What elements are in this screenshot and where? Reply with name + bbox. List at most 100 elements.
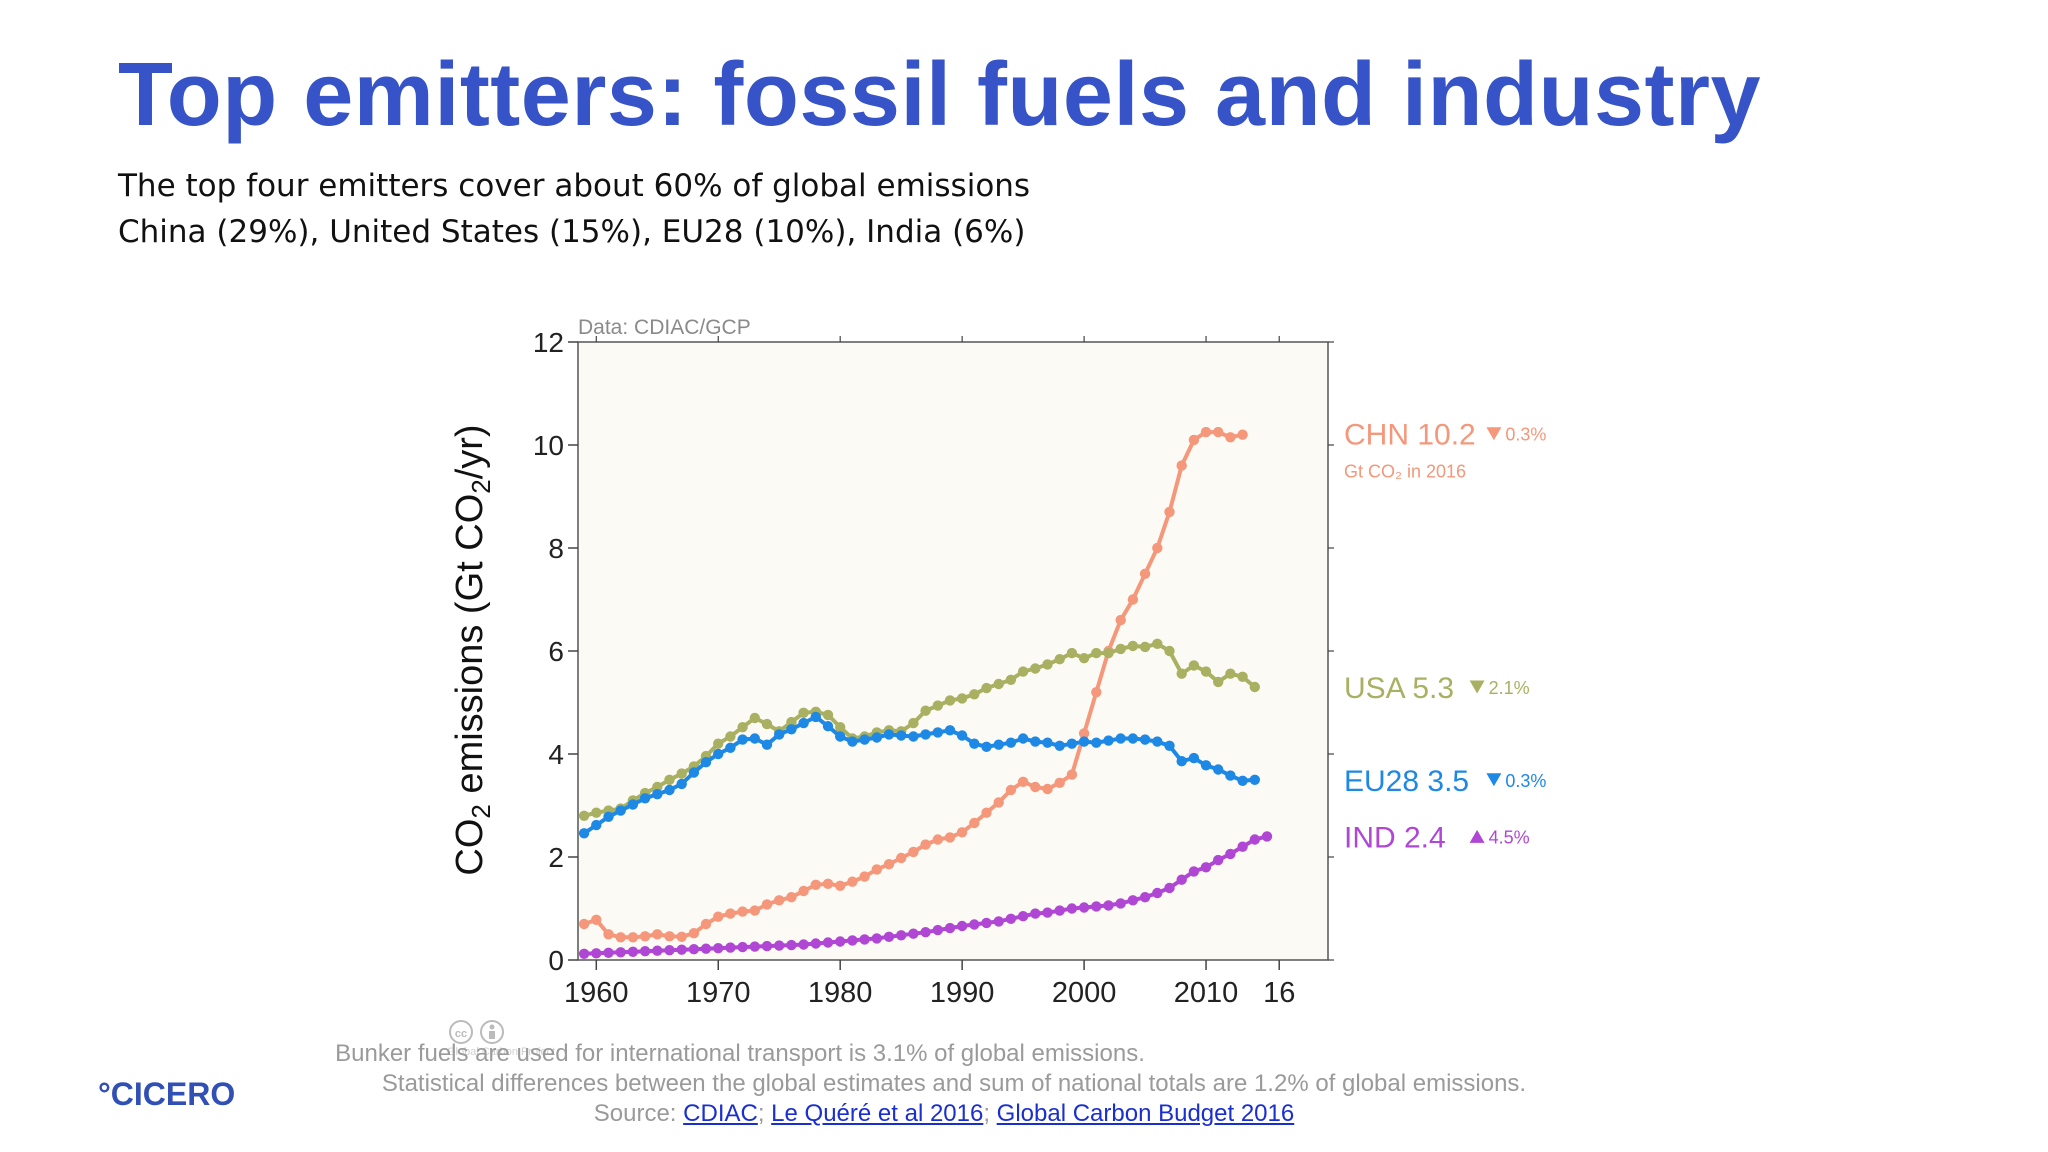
data-point-eu28 [1017, 733, 1029, 744]
data-point-chn [737, 906, 748, 917]
data-point-usa [1115, 643, 1126, 655]
data-point-ind [676, 944, 687, 955]
data-point-ind [639, 946, 651, 957]
data-point-chn [725, 908, 736, 919]
data-point-ind [1152, 887, 1163, 899]
data-point-eu28 [969, 738, 980, 749]
data-point-usa [908, 717, 919, 729]
data-point-chn [822, 878, 834, 889]
data-point-eu28 [1176, 756, 1187, 767]
data-point-usa [1091, 647, 1102, 659]
data-point-eu28 [981, 741, 992, 752]
data-point-ind [786, 939, 797, 951]
data-point-usa [1017, 666, 1029, 677]
y-tick-label: 8 [548, 533, 564, 564]
data-point-ind [652, 945, 663, 956]
footnote-bunker-fuels: Bunker fuels are used for international … [335, 1040, 1145, 1067]
data-point-eu28 [578, 828, 590, 839]
data-point-usa [1127, 640, 1139, 652]
data-point-ind [920, 927, 931, 938]
data-point-usa [725, 731, 736, 742]
data-point-eu28 [1237, 775, 1248, 786]
data-point-ind [1054, 905, 1065, 916]
y-tick-label: 4 [548, 739, 564, 770]
source-line: Source: CDIAC; Le Quéré et al 2016; Glob… [0, 1100, 1968, 1128]
data-point-chn [1054, 777, 1065, 788]
data-point-usa [786, 716, 797, 728]
data-point-ind [615, 947, 626, 958]
data-point-ind [774, 940, 785, 951]
data-point-ind [725, 942, 736, 953]
data-point-eu28 [810, 711, 821, 723]
data-point-ind [1261, 831, 1273, 842]
data-point-usa [1078, 653, 1090, 664]
data-point-ind [956, 920, 968, 932]
series-unit-note: Gt CO₂ in 2016 [1344, 462, 1466, 482]
data-point-usa [1066, 647, 1078, 659]
data-point-eu28 [871, 732, 882, 743]
data-point-chn [956, 827, 968, 838]
data-point-usa [591, 807, 602, 818]
data-point-eu28 [956, 730, 968, 741]
data-point-chn [627, 932, 639, 943]
data-point-ind [1188, 866, 1200, 877]
change-arrow-down-icon [1469, 680, 1485, 694]
data-point-eu28 [786, 724, 797, 735]
data-point-chn [871, 864, 882, 875]
data-point-chn [664, 931, 675, 942]
data-point-chn [639, 931, 651, 942]
series-change-eu28: 0.3% [1505, 771, 1546, 791]
data-point-chn [688, 928, 700, 939]
data-point-chn [1237, 429, 1248, 440]
data-point-chn [981, 807, 992, 818]
data-point-ind [688, 944, 700, 955]
data-point-ind [1042, 907, 1053, 918]
data-point-chn [1017, 776, 1029, 787]
y-tick-label: 12 [533, 327, 564, 358]
data-point-usa [1213, 676, 1224, 688]
series-label-chn: CHN 10.2 [1344, 419, 1476, 452]
data-point-chn [1066, 769, 1078, 780]
source-link-gcb[interactable]: Global Carbon Budget 2016 [996, 1100, 1295, 1127]
data-point-usa [1139, 641, 1151, 653]
data-point-usa [664, 774, 675, 785]
cc-icon [449, 1020, 473, 1044]
data-point-usa [1005, 674, 1017, 685]
data-point-chn [1164, 506, 1175, 518]
data-point-chn [1152, 542, 1163, 554]
data-point-ind [664, 945, 675, 956]
data-point-ind [1078, 902, 1090, 913]
x-tick-label: 1980 [808, 977, 873, 1009]
data-point-chn [1200, 426, 1212, 438]
data-point-eu28 [798, 717, 809, 729]
series-change-chn: 0.3% [1505, 425, 1546, 445]
data-point-eu28 [627, 799, 639, 810]
x-tick-label: 1960 [564, 977, 629, 1009]
data-point-eu28 [932, 727, 943, 738]
data-point-ind [591, 948, 602, 959]
data-point-usa [822, 709, 834, 721]
data-point-ind [1127, 895, 1139, 906]
data-point-chn [761, 899, 773, 910]
data-point-ind [908, 928, 919, 939]
data-point-eu28 [1091, 737, 1102, 748]
y-axis-label-part: emissions (Gt CO [449, 494, 491, 804]
series-change-usa: 2.1% [1489, 678, 1530, 698]
data-point-ind [981, 917, 992, 929]
source-separator: ; [757, 1100, 772, 1127]
data-point-ind [749, 941, 760, 952]
cc-license-icons: cc [449, 1020, 504, 1044]
source-link-cdiac[interactable]: CDIAC [683, 1100, 758, 1127]
data-point-eu28 [883, 729, 895, 740]
source-link-le-quere[interactable]: Le Quéré et al 2016 [771, 1100, 984, 1127]
subtitle-line-1: The top four emitters cover about 60% of… [118, 168, 1031, 204]
data-point-eu28 [749, 733, 760, 744]
data-point-eu28 [1127, 733, 1139, 744]
data-point-usa [1176, 668, 1187, 679]
y-axis-label-subscript: 2 [466, 804, 496, 818]
attribution-icon [480, 1020, 504, 1044]
data-point-chn [615, 932, 626, 943]
data-point-chn [859, 871, 870, 882]
data-point-chn [1115, 614, 1126, 626]
